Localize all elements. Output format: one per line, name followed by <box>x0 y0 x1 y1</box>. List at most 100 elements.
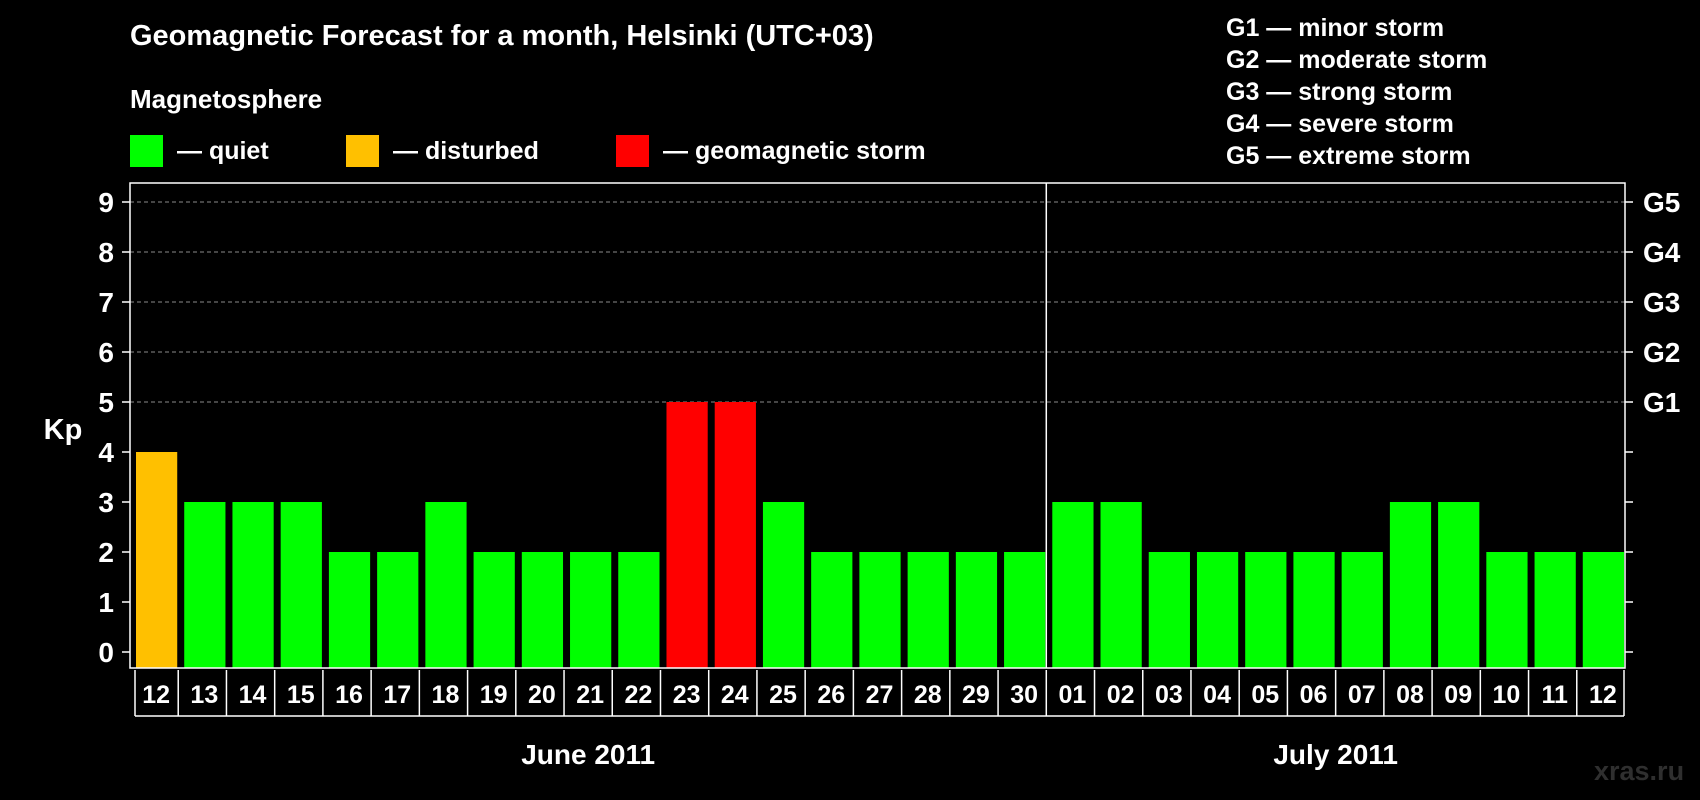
bar-11 <box>666 402 708 668</box>
chart-title: Geomagnetic Forecast for a month, Helsin… <box>130 20 874 52</box>
legend-storm-swatch <box>616 135 649 167</box>
bar-8 <box>521 552 564 668</box>
storm-scale-g2: G2 — moderate storm <box>1226 46 1488 74</box>
bar-20 <box>1100 502 1142 668</box>
storm-scale-list: G1 — minor storm G2 — moderate storm G3 … <box>1226 12 1487 172</box>
y-tick-label-7: 7 <box>98 287 114 318</box>
bar-24 <box>1293 552 1335 668</box>
bar-23 <box>1245 552 1287 668</box>
bar-2 <box>232 502 274 668</box>
bar-18 <box>1004 552 1046 668</box>
date-label-23: 05 <box>1251 681 1279 709</box>
bar-4 <box>328 552 371 668</box>
y-tick-label-1: 1 <box>98 587 114 618</box>
date-label-21: 03 <box>1155 681 1183 709</box>
date-label-16: 28 <box>914 681 942 709</box>
storm-scale-g3: G3 — strong storm <box>1226 78 1453 106</box>
date-label-12: 24 <box>721 681 749 709</box>
legend-quiet-swatch <box>130 135 163 167</box>
y-tick-label-8: 8 <box>98 237 114 268</box>
legend-storm: — geomagnetic storm <box>616 135 926 167</box>
legend-quiet: — quiet <box>130 135 269 167</box>
bar-28 <box>1486 552 1528 668</box>
right-axis-label-G5: G5 <box>1643 187 1680 218</box>
y-tick-label-2: 2 <box>98 537 114 568</box>
month-label-1: July 2011 <box>1273 739 1398 770</box>
legend-disturbed-swatch <box>346 135 379 167</box>
date-label-10: 22 <box>624 681 652 709</box>
date-label-24: 06 <box>1300 681 1328 709</box>
y-tick-label-9: 9 <box>98 187 114 218</box>
bar-1 <box>184 502 226 668</box>
bar-29 <box>1534 552 1576 668</box>
date-label-27: 09 <box>1444 681 1472 709</box>
right-axis-label-G1: G1 <box>1643 387 1680 418</box>
date-label-3: 15 <box>287 681 315 709</box>
date-label-11: 23 <box>673 681 701 709</box>
right-axis-label-G3: G3 <box>1643 287 1680 318</box>
date-label-0: 12 <box>142 681 170 709</box>
legend-quiet-label: — quiet <box>177 136 269 165</box>
bar-10 <box>618 552 660 668</box>
date-label-2: 14 <box>239 681 267 709</box>
legend-disturbed-label: — disturbed <box>393 136 539 165</box>
bar-6 <box>425 502 467 668</box>
bar-27 <box>1438 502 1480 668</box>
date-label-25: 07 <box>1348 681 1376 709</box>
date-label-20: 02 <box>1107 681 1135 709</box>
date-label-15: 27 <box>866 681 894 709</box>
y-tick-label-3: 3 <box>98 487 114 518</box>
legend-title: Magnetosphere <box>130 84 323 114</box>
y-tick-label-4: 4 <box>98 437 114 468</box>
bar-14 <box>811 552 853 668</box>
legend-storm-label: — geomagnetic storm <box>663 136 926 165</box>
bar-3 <box>280 502 322 668</box>
storm-scale-g1: G1 — minor storm <box>1226 14 1445 42</box>
date-label-14: 26 <box>817 681 845 709</box>
bar-19 <box>1052 502 1094 668</box>
month-label-0: June 2011 <box>521 739 655 770</box>
bar-13 <box>762 502 805 668</box>
bar-0 <box>136 452 178 668</box>
y-tick-label-0: 0 <box>98 637 114 668</box>
y-tick-label-6: 6 <box>98 337 114 368</box>
storm-scale-g4: G4 — severe storm <box>1226 110 1454 138</box>
bar-17 <box>955 552 998 668</box>
legend-disturbed: — disturbed <box>346 135 539 167</box>
date-label-8: 20 <box>528 681 556 709</box>
bar-30 <box>1582 552 1624 668</box>
date-label-18: 30 <box>1010 681 1038 709</box>
bar-22 <box>1196 552 1239 668</box>
date-label-30: 12 <box>1589 681 1617 709</box>
bar-5 <box>377 552 419 668</box>
date-label-4: 16 <box>335 681 363 709</box>
y-tick-label-5: 5 <box>98 387 114 418</box>
bar-25 <box>1341 552 1383 668</box>
bar-15 <box>859 552 901 668</box>
bar-12 <box>714 402 756 668</box>
date-label-22: 04 <box>1203 681 1231 709</box>
bar-7 <box>473 552 515 668</box>
y-axis-label: Kp <box>44 414 83 446</box>
date-label-7: 19 <box>480 681 508 709</box>
date-label-1: 13 <box>190 681 218 709</box>
date-label-5: 17 <box>383 681 411 709</box>
bar-26 <box>1389 502 1432 668</box>
date-label-28: 10 <box>1493 681 1521 709</box>
right-axis-label-G2: G2 <box>1643 337 1680 368</box>
date-label-29: 11 <box>1541 681 1568 709</box>
bar-9 <box>570 552 612 668</box>
storm-scale-g5: G5 — extreme storm <box>1226 142 1471 170</box>
plot-frame <box>129 182 1626 669</box>
date-label-19: 01 <box>1058 681 1086 709</box>
date-label-17: 29 <box>962 681 990 709</box>
right-axis-label-G4: G4 <box>1643 237 1681 268</box>
bar-16 <box>907 552 949 668</box>
date-label-13: 25 <box>769 681 797 709</box>
date-label-9: 21 <box>576 681 604 709</box>
date-label-26: 08 <box>1396 681 1424 709</box>
bar-21 <box>1148 552 1190 668</box>
watermark: xras.ru <box>1594 756 1685 786</box>
date-label-6: 18 <box>432 681 460 709</box>
